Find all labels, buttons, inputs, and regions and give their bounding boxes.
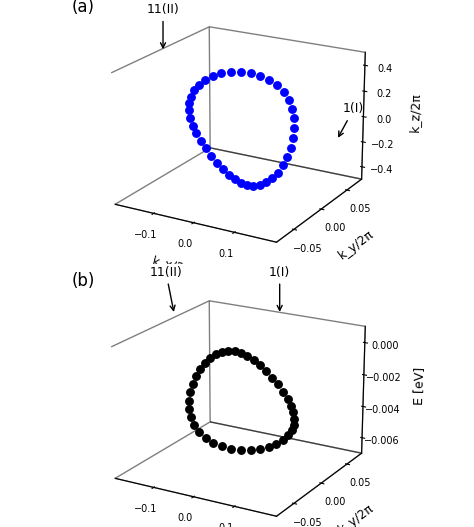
Text: 11(II): 11(II) (149, 266, 182, 310)
Y-axis label: k_y/2π: k_y/2π (336, 228, 376, 262)
Text: 1(I): 1(I) (269, 266, 290, 310)
Text: 1(I): 1(I) (339, 102, 365, 136)
Y-axis label: k_y/2π: k_y/2π (336, 502, 376, 527)
Text: 11(II): 11(II) (146, 3, 179, 48)
X-axis label: k_x/2π: k_x/2π (151, 255, 193, 277)
Text: (a): (a) (72, 0, 95, 16)
Text: (b): (b) (72, 272, 95, 290)
